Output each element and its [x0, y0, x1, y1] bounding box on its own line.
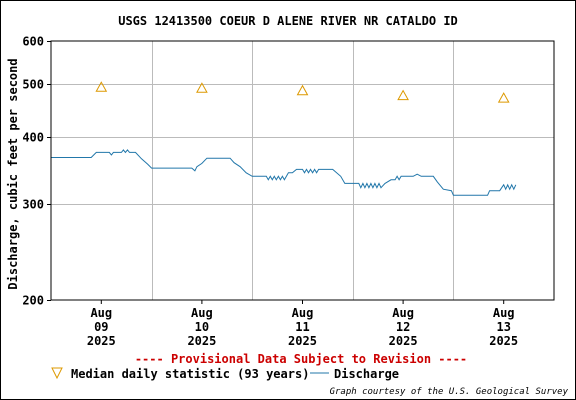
- median-marker: [196, 82, 208, 93]
- y-tick-label: 500: [22, 78, 44, 92]
- tick-labels: 200300400500600Aug092025Aug102025Aug1120…: [22, 35, 518, 349]
- x-tick-label: 10: [195, 320, 209, 334]
- grid-lines: [51, 41, 554, 300]
- y-tick-label: 200: [22, 294, 44, 308]
- y-axis-label: Discharge, cubic feet per second: [6, 58, 20, 289]
- credit-text: Graph courtesy of the U.S. Geological Su…: [330, 387, 569, 397]
- x-tick-label: 2025: [489, 334, 518, 348]
- x-tick-label: 2025: [389, 334, 418, 348]
- median-marker: [497, 92, 510, 103]
- x-tick-label: 09: [94, 320, 108, 334]
- median-legend-marker: [51, 367, 63, 380]
- median-legend-label: Median daily statistic (93 years): [71, 367, 309, 381]
- x-tick-label: 12: [396, 320, 410, 334]
- x-tick-label: Aug: [392, 306, 414, 320]
- x-tick-label: Aug: [493, 306, 515, 320]
- legend: Median daily statistic (93 years) Discha…: [51, 367, 399, 381]
- x-tick-label: 2025: [87, 334, 116, 348]
- x-tick-label: 11: [295, 320, 309, 334]
- discharge-line: [51, 149, 517, 196]
- x-tick-label: Aug: [191, 306, 213, 320]
- x-tick-label: 2025: [288, 334, 317, 348]
- series-layer: [51, 81, 517, 196]
- y-tick-label: 300: [22, 198, 44, 212]
- x-tick-label: Aug: [90, 306, 112, 320]
- x-tick-label: Aug: [292, 306, 314, 320]
- provisional-data-banner: ---- Provisional Data Subject to Revisio…: [135, 352, 467, 366]
- median-marker: [296, 84, 309, 96]
- discharge-legend-label: Discharge: [334, 367, 399, 381]
- median-marker: [95, 81, 108, 92]
- chart-title: USGS 12413500 COEUR D ALENE RIVER NR CAT…: [118, 14, 458, 28]
- y-tick-label: 600: [22, 35, 44, 49]
- x-tick-label: 2025: [187, 334, 216, 348]
- x-tick-label: 13: [496, 320, 510, 334]
- y-tick-label: 400: [22, 131, 44, 145]
- plot-area-border: [50, 40, 555, 301]
- median-marker: [397, 89, 409, 101]
